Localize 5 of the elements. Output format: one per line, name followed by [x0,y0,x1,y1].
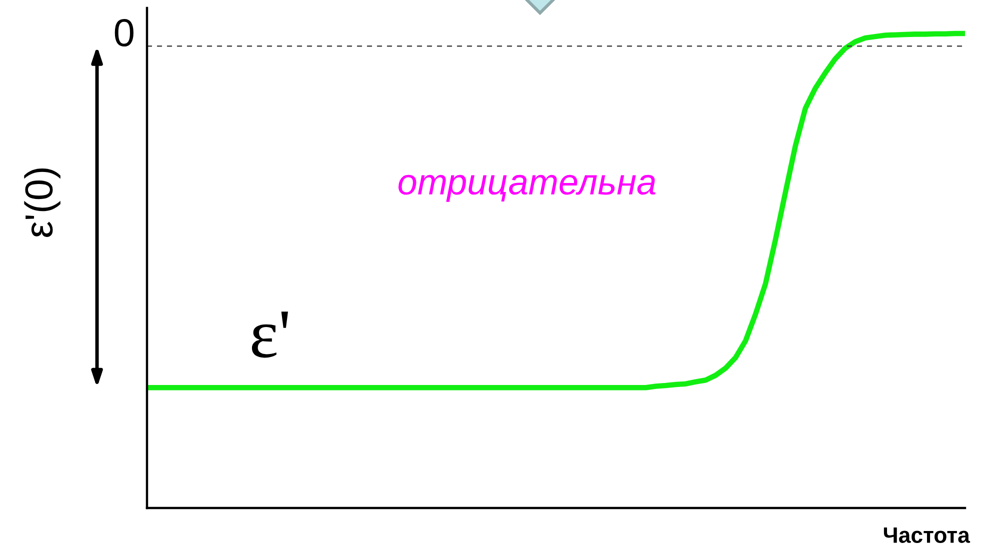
ref-line-label: 0 [114,18,134,47]
text: ε'(0) [24,168,60,237]
text: Частота [884,527,970,543]
annotation: отрицательна [398,174,656,202]
series-label: ε' [252,312,288,358]
